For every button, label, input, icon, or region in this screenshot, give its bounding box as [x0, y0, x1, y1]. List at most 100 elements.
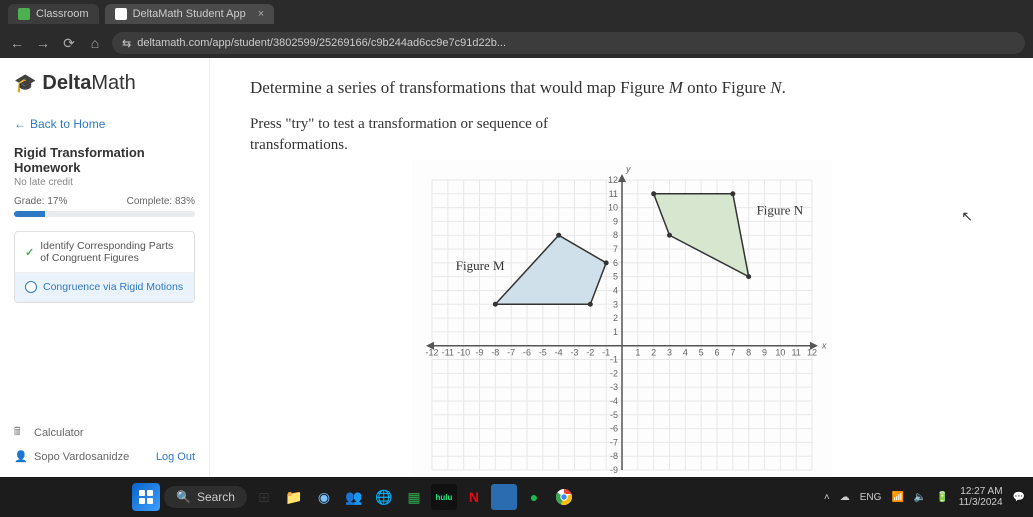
instructions-line-2: transformations.: [250, 137, 993, 154]
svg-text:-3: -3: [609, 382, 617, 392]
copilot-icon[interactable]: ◉: [311, 484, 337, 510]
spotify-icon[interactable]: ●: [521, 484, 547, 510]
svg-text:11: 11: [608, 189, 617, 199]
svg-text:-11: -11: [441, 348, 453, 358]
tab-row: Classroom DeltaMath Student App ×: [0, 0, 1033, 28]
hulu-icon[interactable]: hulu: [431, 484, 457, 510]
topic-label: Congruence via Rigid Motions: [43, 281, 183, 293]
calculator-link[interactable]: 🖩 Calculator: [14, 419, 195, 446]
svg-text:-9: -9: [475, 348, 483, 358]
home-icon[interactable]: ⌂: [86, 35, 104, 51]
check-icon: ✓: [25, 246, 34, 259]
tab-label: DeltaMath Student App: [133, 8, 246, 20]
instructions-line-1: Press "try" to test a transformation or …: [250, 116, 993, 133]
main-panel: Determine a series of transformations th…: [210, 58, 1033, 477]
notifications-icon[interactable]: 💬: [1013, 492, 1025, 503]
coordinate-graph[interactable]: -12-11-10-9-8-7-6-5-4-3-2-11234567891011…: [412, 160, 832, 490]
prompt-text-a: Determine a series of transformations th…: [250, 78, 669, 97]
svg-text:-1: -1: [609, 355, 617, 365]
svg-text:10: 10: [607, 203, 617, 213]
svg-text:6: 6: [714, 348, 719, 358]
volume-icon[interactable]: 🔈: [914, 492, 926, 503]
address-row: ← → ⟳ ⌂ ⇆ deltamath.com/app/student/3802…: [0, 28, 1033, 58]
classroom-favicon: [18, 8, 30, 20]
sidebar: 🎓 DeltaMath ← Back to Home Rigid Transfo…: [0, 58, 210, 477]
svg-text:5: 5: [612, 272, 617, 282]
svg-text:6: 6: [612, 258, 617, 268]
topic-list: ✓ Identify Corresponding Parts of Congru…: [14, 231, 195, 303]
explorer-icon[interactable]: 📁: [281, 484, 307, 510]
svg-text:12: 12: [607, 175, 617, 185]
tab-classroom[interactable]: Classroom: [8, 4, 99, 24]
svg-text:9: 9: [761, 348, 766, 358]
cursor-icon: ↖: [961, 208, 973, 225]
brand-bold: Delta: [42, 72, 91, 94]
graph-svg: -12-11-10-9-8-7-6-5-4-3-2-11234567891011…: [412, 160, 832, 490]
back-icon[interactable]: ←: [8, 35, 26, 51]
logout-link[interactable]: Log Out: [156, 451, 195, 463]
graph-container: -12-11-10-9-8-7-6-5-4-3-2-11234567891011…: [250, 160, 993, 490]
svg-text:3: 3: [666, 348, 671, 358]
fig-n-var: N: [770, 78, 781, 97]
topic-label: Identify Corresponding Parts of Congruen…: [40, 240, 184, 264]
svg-text:-5: -5: [538, 348, 546, 358]
url-text: deltamath.com/app/student/3802599/252691…: [137, 37, 506, 49]
teams-icon[interactable]: 👥: [341, 484, 367, 510]
edge-icon[interactable]: 🌐: [371, 484, 397, 510]
app-icon-2[interactable]: [491, 484, 517, 510]
clock[interactable]: 12:27 AM 11/3/2024: [959, 486, 1003, 508]
topic-item-corresponding-parts[interactable]: ✓ Identify Corresponding Parts of Congru…: [15, 232, 194, 273]
tray-chevron-icon[interactable]: ˄: [824, 492, 830, 503]
svg-text:12: 12: [806, 348, 816, 358]
reload-icon[interactable]: ⟳: [60, 35, 78, 52]
topic-item-congruence-rigid-motions[interactable]: Congruence via Rigid Motions: [15, 273, 194, 302]
svg-text:8: 8: [746, 348, 751, 358]
tab-deltamath[interactable]: DeltaMath Student App ×: [105, 4, 275, 24]
late-credit-label: No late credit: [14, 177, 195, 188]
svg-text:-7: -7: [609, 437, 617, 447]
app-icon-1[interactable]: ▦: [401, 484, 427, 510]
assignment-title: Rigid Transformation Homework: [14, 145, 195, 175]
browser-chrome: Classroom DeltaMath Student App × ← → ⟳ …: [0, 0, 1033, 58]
svg-text:-6: -6: [609, 424, 617, 434]
address-bar[interactable]: ⇆ deltamath.com/app/student/3802599/2526…: [112, 32, 1025, 54]
task-view-icon[interactable]: ⊞: [251, 484, 277, 510]
battery-icon[interactable]: 🔋: [936, 492, 948, 503]
back-to-home-link[interactable]: ← Back to Home: [14, 117, 195, 131]
svg-text:9: 9: [612, 216, 617, 226]
svg-text:-4: -4: [554, 348, 562, 358]
arrow-left-icon: ←: [14, 117, 26, 131]
cloud-icon[interactable]: ☁: [840, 492, 850, 503]
question-prompt: Determine a series of transformations th…: [250, 78, 993, 98]
forward-icon[interactable]: →: [34, 35, 52, 51]
progress-bar: [14, 211, 195, 217]
lang-indicator[interactable]: ENG: [860, 492, 882, 503]
netflix-icon[interactable]: N: [461, 484, 487, 510]
chrome-icon[interactable]: [551, 484, 577, 510]
grade-row: Grade: 17% Complete: 83%: [14, 196, 195, 207]
svg-text:3: 3: [612, 299, 617, 309]
system-tray: ˄ ☁ ENG 📶 🔈 🔋 12:27 AM 11/3/2024 💬: [824, 486, 1025, 508]
prompt-text-c: .: [782, 78, 786, 97]
svg-text:y: y: [625, 164, 631, 174]
svg-text:2: 2: [651, 348, 656, 358]
svg-text:1: 1: [635, 348, 640, 358]
taskbar-search[interactable]: 🔍 Search: [164, 486, 247, 508]
brand-logo[interactable]: 🎓 DeltaMath: [14, 72, 195, 95]
calculator-label: Calculator: [34, 427, 84, 439]
svg-text:-12: -12: [425, 348, 438, 358]
complete-label: Complete: 83%: [127, 196, 195, 207]
start-button[interactable]: [132, 483, 160, 511]
svg-text:1: 1: [612, 327, 617, 337]
svg-text:x: x: [821, 341, 827, 351]
wifi-icon[interactable]: 📶: [891, 492, 903, 503]
close-icon[interactable]: ×: [258, 8, 264, 20]
calculator-icon: 🖩: [14, 423, 28, 442]
date-label: 11/3/2024: [959, 497, 1003, 508]
svg-text:-9: -9: [609, 465, 617, 475]
time-label: 12:27 AM: [959, 486, 1003, 497]
back-label: Back to Home: [30, 117, 105, 131]
svg-text:-8: -8: [609, 451, 617, 461]
tab-label: Classroom: [36, 8, 89, 20]
svg-text:8: 8: [612, 230, 617, 240]
